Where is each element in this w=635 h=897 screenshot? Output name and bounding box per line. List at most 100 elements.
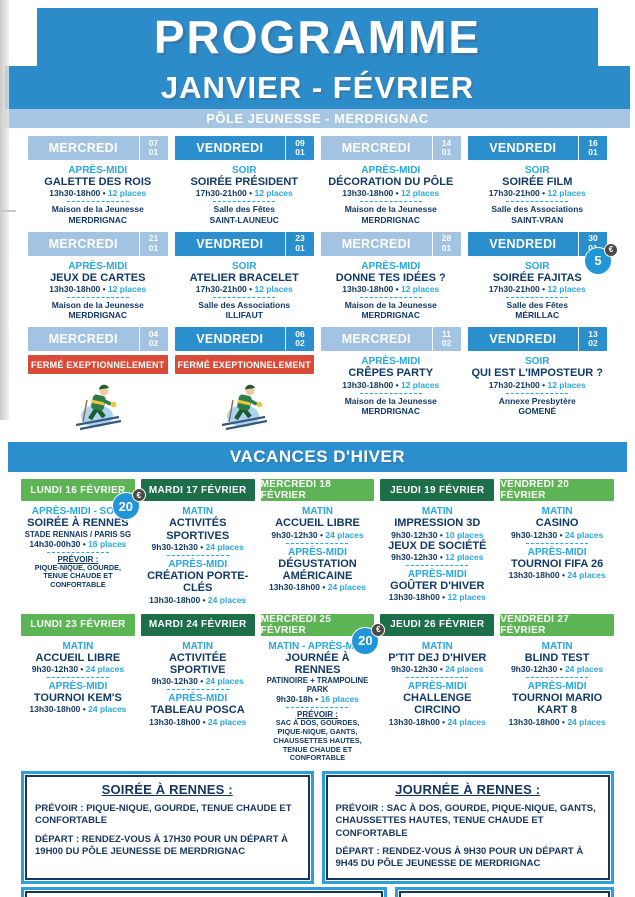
card-header: MARDI 17 FÉVRIER bbox=[140, 479, 255, 502]
day-label: MARDI 17 FÉVRIER bbox=[148, 484, 247, 496]
date-label: 23 01 bbox=[285, 231, 314, 256]
date-day: 13 bbox=[588, 329, 598, 340]
venue-line: ILLIFAUT bbox=[225, 310, 263, 321]
date-label: 06 02 bbox=[285, 327, 314, 352]
date-month: 01 bbox=[441, 147, 452, 157]
day-label: MERCREDI bbox=[341, 332, 411, 347]
session-period: MATIN bbox=[182, 506, 214, 518]
time-and-places: 17h30-21h00 • 12 places bbox=[195, 284, 293, 294]
time-range: 9h30-12h30 bbox=[391, 663, 438, 674]
time-and-places: 13h30-18h00 • 24 places bbox=[508, 716, 606, 727]
session-period: MATIN bbox=[541, 640, 573, 652]
card-body: SOIR SOIRÉE PRÉSIDENT 17h30-21h00 • 12 pla… bbox=[175, 160, 315, 225]
location-label: PÔLE JEUNESSE - MERDRIGNAC bbox=[206, 111, 429, 126]
prevoir-label: PRÉVOIR : bbox=[297, 710, 338, 720]
date-label: 11 02 bbox=[431, 327, 461, 352]
session-period: APRÈS-MIDI bbox=[48, 680, 108, 692]
date-day: 23 bbox=[295, 233, 305, 244]
event-card: MERCREDI 11 02 APRÈS-MIDI CRÊPES PARTY 13h30-… bbox=[321, 327, 461, 432]
time-and-places: 9h30-12h30 • 12 places bbox=[391, 552, 484, 562]
card-header: VENDREDI 27 FÉVRIER bbox=[500, 613, 614, 636]
date-day: 30 bbox=[588, 233, 598, 244]
venue-line: Salle des Fêtes bbox=[213, 204, 275, 215]
time-range: 9h30-12h30 bbox=[271, 529, 318, 540]
places-count: 12 places bbox=[254, 284, 293, 294]
activity-title: BLIND TEST bbox=[524, 651, 590, 664]
date-day: 16 bbox=[588, 137, 598, 148]
places-count: 24 places bbox=[327, 582, 366, 593]
time-range: 13h30-18h00 bbox=[508, 716, 560, 727]
time-range: 13h30-18h00 bbox=[388, 592, 440, 603]
vacation-day-card: MERCREDI 18 FÉVRIER MATIN ACCUEIL LIBRE 9h3… bbox=[260, 479, 375, 604]
dashed-divider bbox=[213, 297, 276, 298]
card-body: APRÈS-MIDI - SOIR SOIRÉE À RENNES STADE RE… bbox=[21, 501, 135, 590]
card-header: MERCREDI 28 01 bbox=[321, 231, 461, 256]
card-body: SOIR ATELIER BRACELET 17h30-21h00 • 12 pla… bbox=[175, 256, 315, 321]
time-and-places: 9h30-12h30 • 24 places bbox=[510, 529, 604, 540]
day-label: MERCREDI 18 FÉVRIER bbox=[260, 479, 332, 502]
activity-title: QUI EST L'IMPOSTEUR ? bbox=[471, 367, 604, 380]
info-boxes-row2: INSCRIPTION TÉLÉPHONE : 07.64.45.23.26 M… bbox=[21, 886, 615, 897]
time-range: 13h30-18h00 bbox=[49, 284, 101, 294]
places-count: 12 places bbox=[400, 284, 440, 294]
day-label: VENDREDI 20 FÉVRIER bbox=[500, 479, 570, 502]
vacation-day-card: LUNDI 23 FÉVRIER MATIN ACCUEIL LIBRE 9h30-1… bbox=[21, 613, 135, 763]
prevoir-text: SAC À DOS, GOURDE, PIQUE-NIQUE, GANTS, C… bbox=[335, 803, 596, 839]
session-period: APRÈS-MIDI bbox=[361, 356, 421, 368]
date-month: 02 bbox=[148, 338, 159, 349]
card-header: JEUDI 19 FÉVRIER bbox=[380, 479, 495, 502]
time-range: 13h30-18h00 bbox=[49, 188, 101, 199]
dashed-divider bbox=[406, 676, 469, 678]
activity-title: TOURNOI MARIO KART 8 bbox=[511, 691, 603, 717]
session-period: MATIN bbox=[182, 640, 214, 652]
skier-illustration-holder bbox=[175, 380, 315, 432]
card-body: MATIN ACTIVITÉS SPORTIVES 9h30-12h30 • 24 … bbox=[141, 501, 255, 604]
activity-title: ACTIVITÉS SPORTIVES bbox=[166, 517, 230, 542]
date-day: 06 bbox=[295, 329, 305, 340]
dashed-divider bbox=[46, 551, 109, 553]
page-subtitle: JANVIER - FÉVRIER bbox=[160, 69, 475, 105]
prevoir-label: PRÉVOIR : bbox=[35, 803, 84, 814]
card-header: LUNDI 16 FÉVRIER 20 € bbox=[21, 479, 146, 521]
dashed-divider bbox=[359, 297, 422, 298]
day-label: JEUDI 26 FÉVRIER bbox=[390, 619, 485, 631]
session-period: SOIR bbox=[232, 165, 257, 176]
places-count: 16 places bbox=[320, 694, 359, 705]
date-month: 01 bbox=[588, 147, 598, 157]
activity-title: CASINO bbox=[535, 517, 579, 530]
date-day: 04 bbox=[148, 329, 159, 340]
day-label: VENDREDI bbox=[489, 332, 557, 347]
card-body: APRÈS-MIDI CRÊPES PARTY 13h30-18h00 • 12 p… bbox=[321, 351, 461, 416]
dashed-divider bbox=[526, 542, 589, 544]
journee-depart-line: DÉPART : RENDEZ-VOUS À 9H30 POUR UN DÉPA… bbox=[336, 846, 601, 871]
dashed-divider bbox=[286, 707, 349, 709]
header-subtitle-band: JANVIER - FÉVRIER bbox=[5, 66, 630, 109]
time-range: 13h30-18h00 bbox=[149, 716, 201, 727]
card-body: MATIN ACTIVITÉE SPORTIVE 9h30-12h30 • 24 p… bbox=[141, 636, 255, 727]
january-february-grid: MERCREDI 07 01 APRÈS-MIDI GALETTE DES ROIS 13… bbox=[28, 136, 618, 432]
card-header: MERCREDI 07 01 bbox=[28, 136, 168, 160]
date-label: 04 02 bbox=[138, 327, 168, 352]
places-count: 24 places bbox=[88, 704, 127, 715]
euro-icon: € bbox=[131, 488, 146, 503]
journee-prevoir-line: PRÉVOIR : SAC À DOS, GOURDE, PIQUE-NIQUE… bbox=[336, 803, 601, 840]
vacances-banner: VACANCES D'HIVER bbox=[8, 442, 627, 473]
soiree-rennes-box: SOIRÉE À RENNES : PRÉVOIR : PIQUE-NIQUE,… bbox=[21, 771, 314, 884]
card-body: MATIN CASINO 9h30-12h30 • 24 places APRÈS-M… bbox=[500, 501, 614, 587]
dashed-divider bbox=[166, 689, 229, 691]
prevoir-text: PIQUE-NIQUE, GOURDE, TENUE CHAUDE ET CON… bbox=[34, 562, 122, 590]
time-range: 9h30-12h30 bbox=[151, 676, 198, 687]
venue-line: SAINT-VRAN bbox=[511, 214, 564, 225]
soiree-prevoir-line: PRÉVOIR : PIQUE-NIQUE, GOURDE, TENUE CHA… bbox=[35, 803, 300, 828]
time-range: 13h30-18h00 bbox=[342, 379, 394, 390]
places-count: 16 places bbox=[88, 538, 127, 549]
card-header: VENDREDI 09 01 bbox=[174, 136, 314, 160]
vacation-day-card: MARDI 17 FÉVRIER MATIN ACTIVITÉS SPORTIVES… bbox=[140, 479, 255, 605]
day-label: LUNDI 16 FÉVRIER bbox=[30, 484, 126, 496]
time-and-places: 13h30-18h00 • 24 places bbox=[29, 704, 127, 715]
card-body: APRÈS-MIDI GALETTE DES ROIS 13h30-18h00 • … bbox=[28, 160, 168, 225]
time-and-places: 13h30-18h00 • 12 places bbox=[342, 188, 440, 199]
date-month: 01 bbox=[148, 147, 159, 157]
